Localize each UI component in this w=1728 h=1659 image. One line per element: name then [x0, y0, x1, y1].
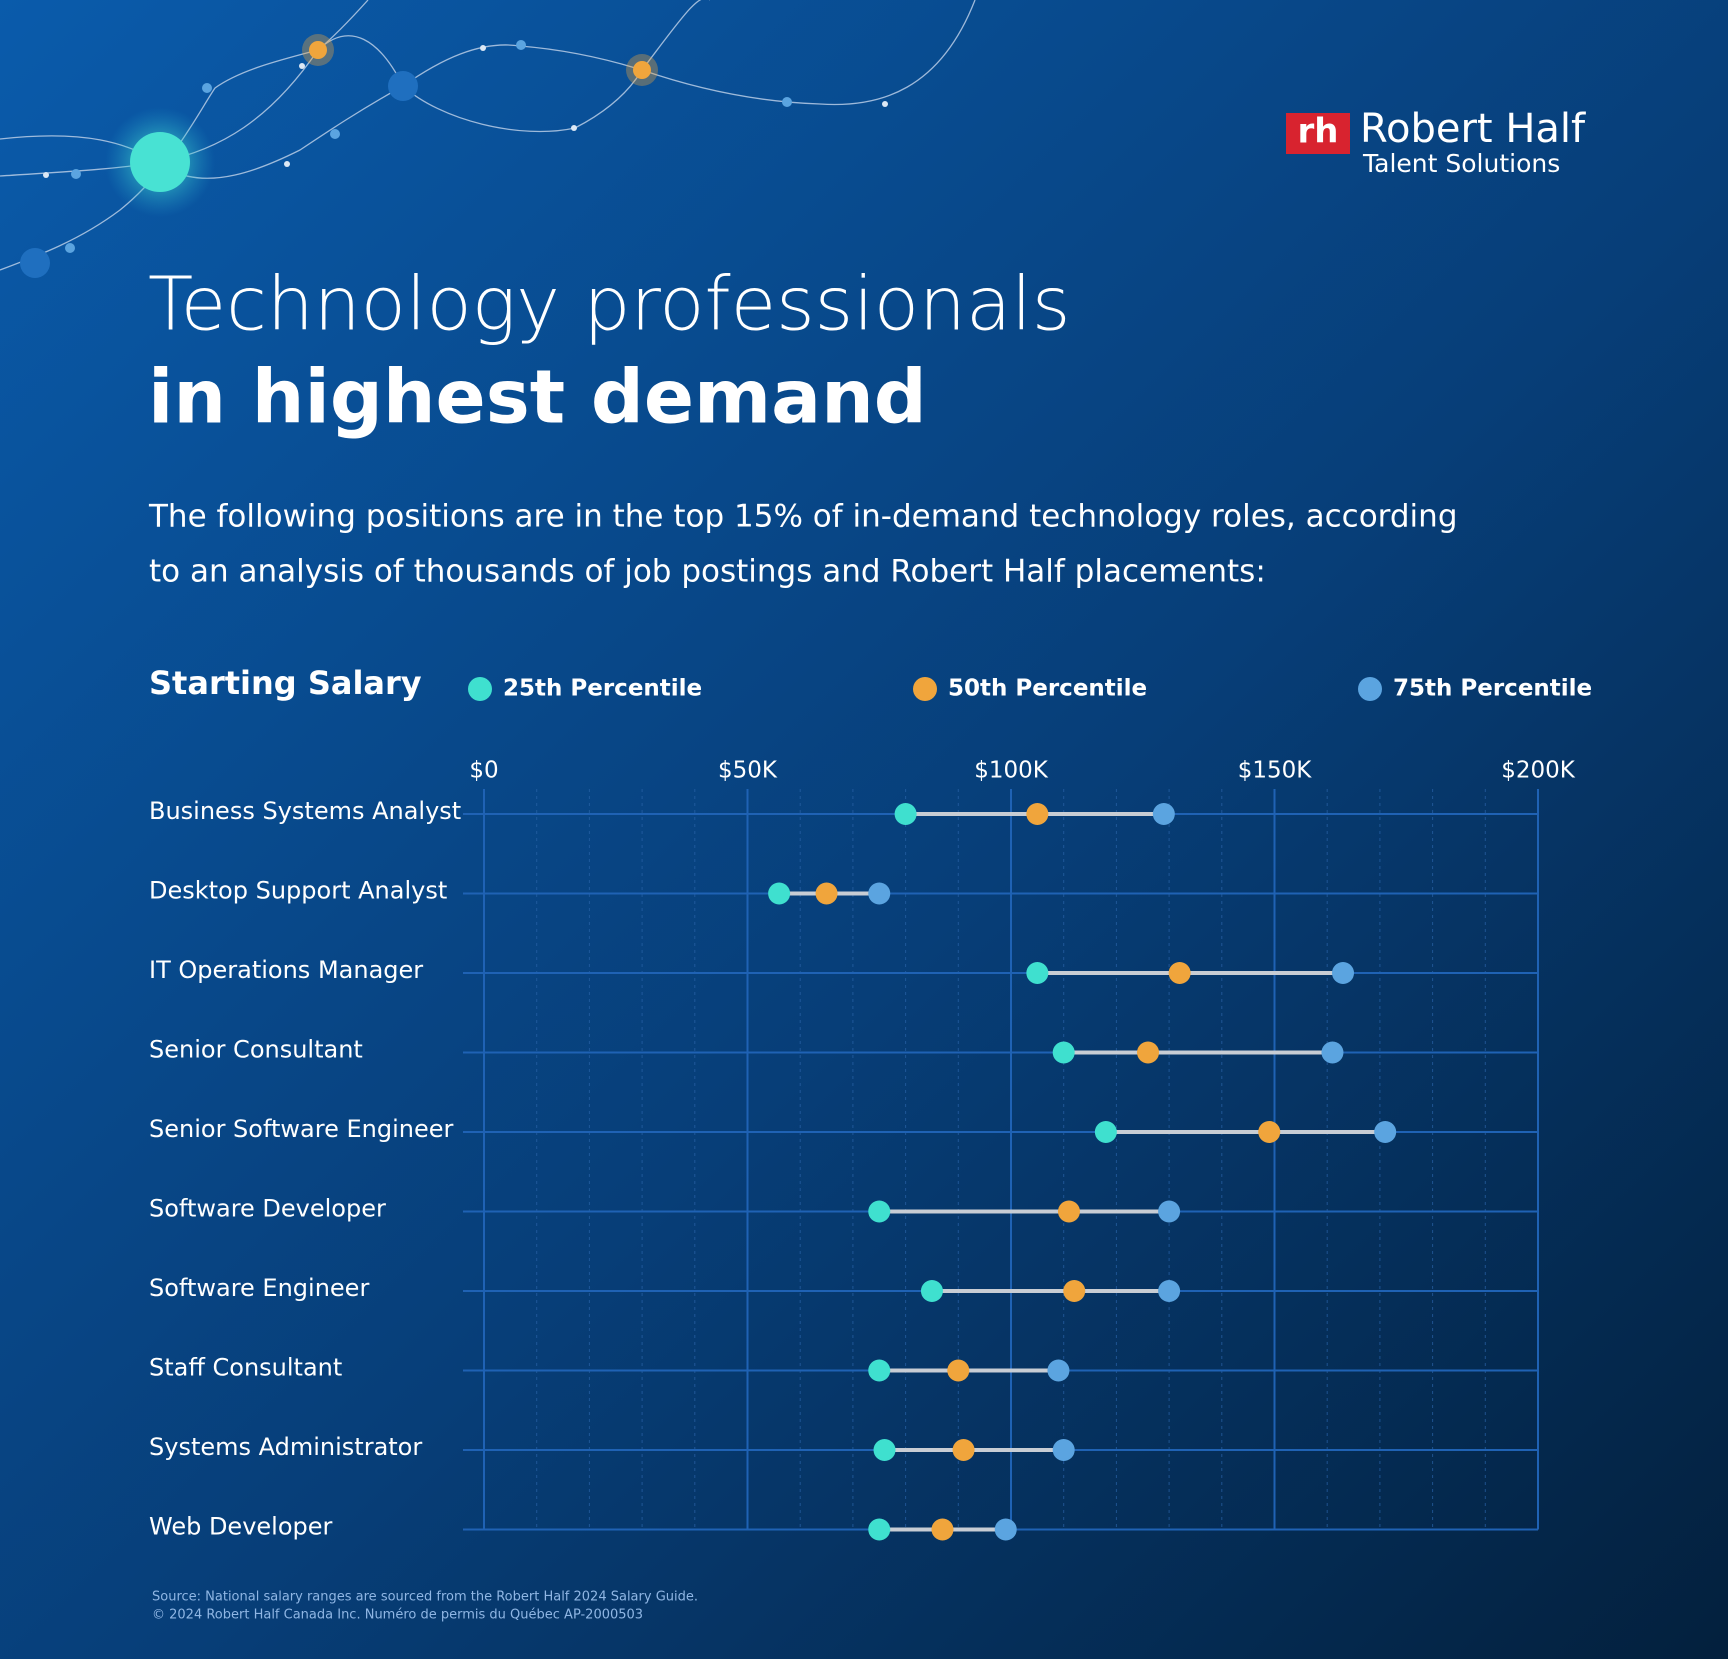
salary-dot — [1026, 803, 1049, 825]
category-label: Software Developer — [149, 1195, 386, 1223]
x-tick-label: $100K — [974, 758, 1049, 784]
logo-sub: Talent Solutions — [1362, 149, 1560, 178]
salary-dot — [1137, 1041, 1160, 1064]
salary-dot — [931, 1518, 954, 1541]
salary-dot — [1158, 1280, 1181, 1302]
salary-dot — [947, 1359, 970, 1382]
salary-dot — [1321, 1041, 1344, 1064]
category-label: Software Engineer — [149, 1274, 369, 1302]
subtitle-line: to an analysis of thousands of job posti… — [149, 554, 1266, 590]
salary-dot — [868, 1518, 891, 1541]
legend-swatch — [1358, 677, 1382, 701]
salary-dot — [868, 1359, 891, 1382]
salary-dot — [868, 1200, 891, 1223]
plot: $0 $50K $100K $150K $200K 25th Percentile 50th… — [149, 676, 1592, 1541]
salary-dot — [868, 882, 891, 905]
category-label: Staff Consultant — [149, 1354, 342, 1382]
salary-dot — [1063, 1280, 1086, 1302]
salary-dot — [815, 882, 838, 905]
salary-dot — [1332, 962, 1355, 984]
x-tick-label: $0 — [469, 758, 498, 784]
category-label: Business Systems Analyst — [149, 797, 461, 825]
category-label: Systems Administrator — [149, 1433, 422, 1461]
salary-dot — [1152, 803, 1175, 825]
legend-title: Starting Salary — [149, 664, 422, 702]
category-label: Senior Software Engineer — [149, 1115, 454, 1143]
salary-dot — [1158, 1200, 1181, 1223]
x-tick-label: $50K — [718, 758, 778, 784]
category-label: Senior Consultant — [149, 1036, 363, 1064]
salary-dot — [920, 1280, 943, 1302]
legend-label: 75th Percentile — [1393, 676, 1592, 702]
category-label: Desktop Support Analyst — [149, 877, 447, 905]
salary-dot — [952, 1439, 975, 1461]
footnote: © 2024 Robert Half Canada Inc. Numéro de… — [152, 1608, 643, 1623]
logo-box — [1286, 113, 1350, 154]
legend-label: 50th Percentile — [948, 676, 1147, 702]
salary-dot — [1168, 962, 1191, 984]
salary-dot — [894, 803, 917, 825]
salary-dot — [1057, 1200, 1080, 1223]
category-label: IT Operations Manager — [149, 956, 423, 984]
salary-dot — [1094, 1121, 1117, 1143]
footnote: Source: National salary ranges are sourc… — [152, 1590, 698, 1605]
x-tick-label: $200K — [1501, 758, 1576, 784]
salary-dot — [994, 1518, 1017, 1541]
salary-dot — [1052, 1439, 1075, 1461]
salary-dot — [768, 882, 791, 905]
logo-mark: rh — [1298, 112, 1339, 152]
salary-dot — [1374, 1121, 1397, 1143]
subtitle-line: The following positions are in the top 1… — [148, 499, 1458, 535]
network-nodes — [20, 34, 888, 278]
salary-dot — [1258, 1121, 1281, 1143]
legend-swatch — [468, 677, 492, 701]
salary-dot — [873, 1439, 896, 1461]
salary-dot — [1026, 962, 1049, 984]
salary-dot — [1052, 1041, 1075, 1064]
salary-dot — [1047, 1359, 1070, 1382]
x-tick-label: $150K — [1238, 758, 1313, 784]
title-bold: in highest demand — [148, 355, 927, 441]
legend-swatch — [913, 677, 937, 701]
category-label: Web Developer — [149, 1513, 333, 1541]
title: Technology professionals — [148, 262, 1070, 348]
legend-label: 25th Percentile — [503, 676, 702, 702]
logo-name: Robert Half — [1360, 106, 1586, 152]
